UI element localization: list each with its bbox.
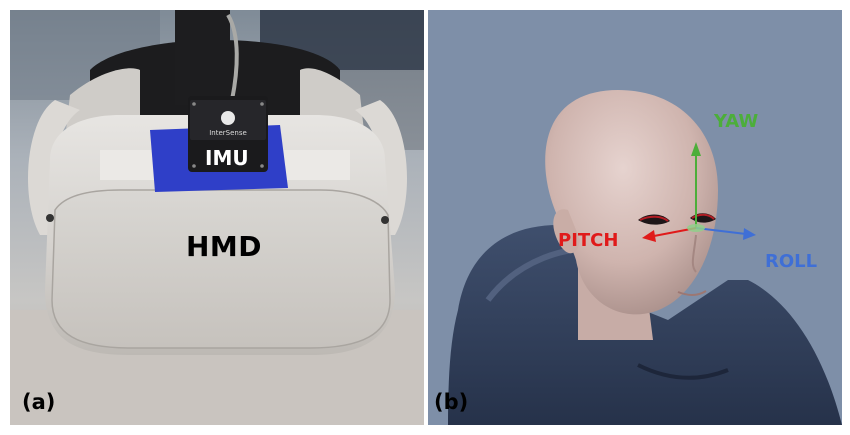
roll-label: ROLL: [765, 251, 818, 272]
render-panel-b: YAW PITCH ROLL (b): [428, 10, 842, 425]
panel-a-letter: (a): [22, 390, 56, 414]
avatar-render: [428, 10, 842, 425]
pitch-arrow-icon: [642, 230, 656, 242]
left-strap-arm: [27, 100, 80, 235]
sensor-cable: [226, 13, 239, 101]
imu-label: IMU: [205, 146, 249, 170]
imu-logo-icon: [221, 111, 235, 125]
avatar-ear: [553, 209, 580, 254]
yaw-arrow-icon: [691, 142, 701, 156]
avatar-head: [545, 90, 718, 315]
hmd-photo: InterSense: [10, 10, 424, 425]
hmd-front-plate: [51, 189, 391, 349]
pitch-label: PITCH: [558, 230, 619, 251]
yaw-label: YAW: [714, 111, 759, 132]
right-strap-arm: [355, 100, 407, 235]
rotation-axes-gizmo: [642, 142, 756, 242]
panel-b-letter: (b): [434, 390, 469, 414]
sensor-post: [175, 10, 230, 105]
photo-panel-a: InterSense IMU HMD (a): [10, 10, 424, 425]
roll-arrow-icon: [743, 228, 756, 240]
hmd-label: HMD: [186, 230, 263, 263]
svg-text:InterSense: InterSense: [209, 129, 247, 137]
